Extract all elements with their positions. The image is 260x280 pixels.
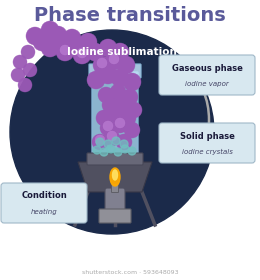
Text: Iodine sublimation: Iodine sublimation: [67, 47, 177, 57]
Circle shape: [92, 134, 108, 150]
Circle shape: [120, 110, 136, 126]
Circle shape: [116, 134, 132, 150]
Circle shape: [18, 78, 32, 92]
Circle shape: [13, 55, 27, 69]
Circle shape: [79, 33, 97, 51]
Circle shape: [115, 118, 125, 128]
Circle shape: [66, 36, 84, 54]
Circle shape: [96, 110, 112, 126]
FancyBboxPatch shape: [99, 209, 131, 223]
Text: iodine crystals: iodine crystals: [181, 149, 232, 155]
Circle shape: [51, 31, 69, 49]
Circle shape: [111, 43, 129, 61]
Circle shape: [49, 26, 67, 44]
Circle shape: [107, 145, 115, 153]
Circle shape: [107, 131, 117, 141]
FancyBboxPatch shape: [159, 55, 255, 95]
Ellipse shape: [110, 168, 120, 186]
Circle shape: [95, 135, 105, 145]
Circle shape: [100, 120, 116, 136]
Circle shape: [87, 71, 105, 89]
Circle shape: [11, 68, 25, 82]
Circle shape: [128, 147, 136, 155]
Circle shape: [100, 148, 108, 156]
Circle shape: [122, 89, 138, 105]
Circle shape: [21, 45, 35, 59]
Circle shape: [109, 54, 119, 64]
Circle shape: [117, 56, 135, 74]
Circle shape: [73, 46, 91, 64]
Polygon shape: [78, 162, 152, 192]
Text: Phase transitions: Phase transitions: [34, 6, 226, 25]
Circle shape: [112, 137, 120, 145]
Circle shape: [124, 122, 140, 138]
FancyBboxPatch shape: [159, 123, 255, 163]
Circle shape: [104, 140, 112, 148]
Circle shape: [77, 48, 87, 58]
FancyBboxPatch shape: [112, 183, 119, 193]
Circle shape: [114, 97, 130, 113]
Text: shutterstock.com · 593648093: shutterstock.com · 593648093: [82, 269, 178, 274]
FancyBboxPatch shape: [1, 183, 87, 223]
Circle shape: [102, 97, 118, 113]
Circle shape: [26, 27, 44, 45]
Circle shape: [123, 73, 141, 91]
Text: iodine vapor: iodine vapor: [185, 81, 229, 87]
Circle shape: [56, 43, 74, 61]
FancyBboxPatch shape: [92, 72, 138, 156]
Circle shape: [104, 130, 120, 146]
Circle shape: [10, 30, 214, 234]
Circle shape: [120, 140, 128, 148]
Circle shape: [33, 33, 51, 51]
Circle shape: [41, 21, 59, 39]
Circle shape: [60, 45, 70, 55]
Circle shape: [103, 121, 113, 131]
Circle shape: [99, 66, 117, 84]
Circle shape: [105, 52, 123, 70]
Text: Solid phase: Solid phase: [180, 132, 235, 141]
Circle shape: [126, 102, 142, 118]
Text: heating: heating: [31, 209, 57, 215]
Circle shape: [108, 106, 124, 122]
Text: Condition: Condition: [21, 192, 67, 200]
Circle shape: [97, 58, 107, 68]
Circle shape: [93, 56, 111, 74]
Circle shape: [114, 148, 122, 156]
Ellipse shape: [113, 170, 118, 180]
Circle shape: [99, 39, 117, 57]
Circle shape: [41, 39, 59, 57]
Circle shape: [86, 43, 104, 61]
Circle shape: [98, 87, 114, 103]
Circle shape: [112, 117, 128, 133]
Text: Gaseous phase: Gaseous phase: [172, 64, 242, 73]
Circle shape: [110, 84, 126, 100]
Circle shape: [63, 29, 81, 47]
FancyBboxPatch shape: [87, 153, 143, 165]
Circle shape: [23, 63, 37, 77]
Circle shape: [111, 69, 129, 87]
Circle shape: [121, 145, 129, 153]
FancyBboxPatch shape: [89, 64, 141, 78]
Circle shape: [96, 138, 104, 146]
Circle shape: [93, 146, 101, 154]
FancyBboxPatch shape: [105, 188, 125, 214]
